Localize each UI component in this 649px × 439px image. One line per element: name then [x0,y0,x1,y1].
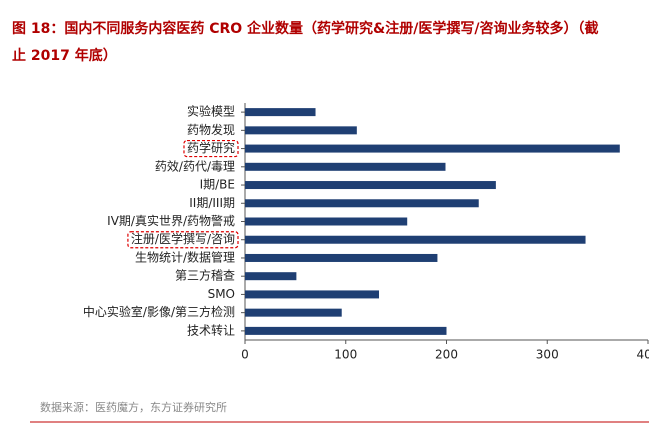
y-tick-label: 第三方稽查 [175,268,235,283]
bar [245,217,408,226]
bar [245,162,446,171]
y-tick-label: IV期/真实世界/药物警戒 [107,213,235,228]
bar [245,144,620,153]
bar [245,326,447,335]
highlight-box [183,139,239,158]
y-tick-label: 注册/医学撰写/咨询 [131,231,235,246]
x-tick-label: 300 [536,348,559,362]
chart-title: 图 18：国内不同服务内容医药 CRO 企业数量（药学研究&注册/医学撰写/咨询… [12,20,599,37]
y-tick-label: 药学研究 [187,140,235,155]
bar [245,290,379,299]
bar [245,181,496,190]
y-tick-label: II期/III期 [189,196,235,210]
highlight-box [127,231,239,249]
x-tick-label: 100 [334,348,357,362]
y-tick-label: 实验模型 [187,104,235,119]
bar [245,108,316,117]
x-tick-label: 400 [637,348,649,362]
y-tick-label: I期/BE [200,178,235,192]
x-tick-label: 0 [241,348,249,362]
bar [245,253,438,262]
y-tick-label: 药物发现 [187,122,235,137]
bar [245,235,586,244]
x-tick-label: 200 [435,348,458,362]
chart-title: 止 2017 年底） [12,47,117,64]
y-tick-label: 药效/药代/毒理 [155,158,235,173]
y-tick-label: 技术转让 [187,322,235,337]
bar [245,308,342,317]
bar [245,199,479,208]
y-tick-label: 中心实验室/影像/第三方检测 [83,304,235,319]
y-tick-label: 生物统计/数据管理 [135,249,235,264]
y-tick-label: SMO [208,287,235,301]
bar [245,126,357,135]
source: 数据来源：医药魔方，东方证券研究所 [40,400,227,414]
bar [245,272,297,281]
